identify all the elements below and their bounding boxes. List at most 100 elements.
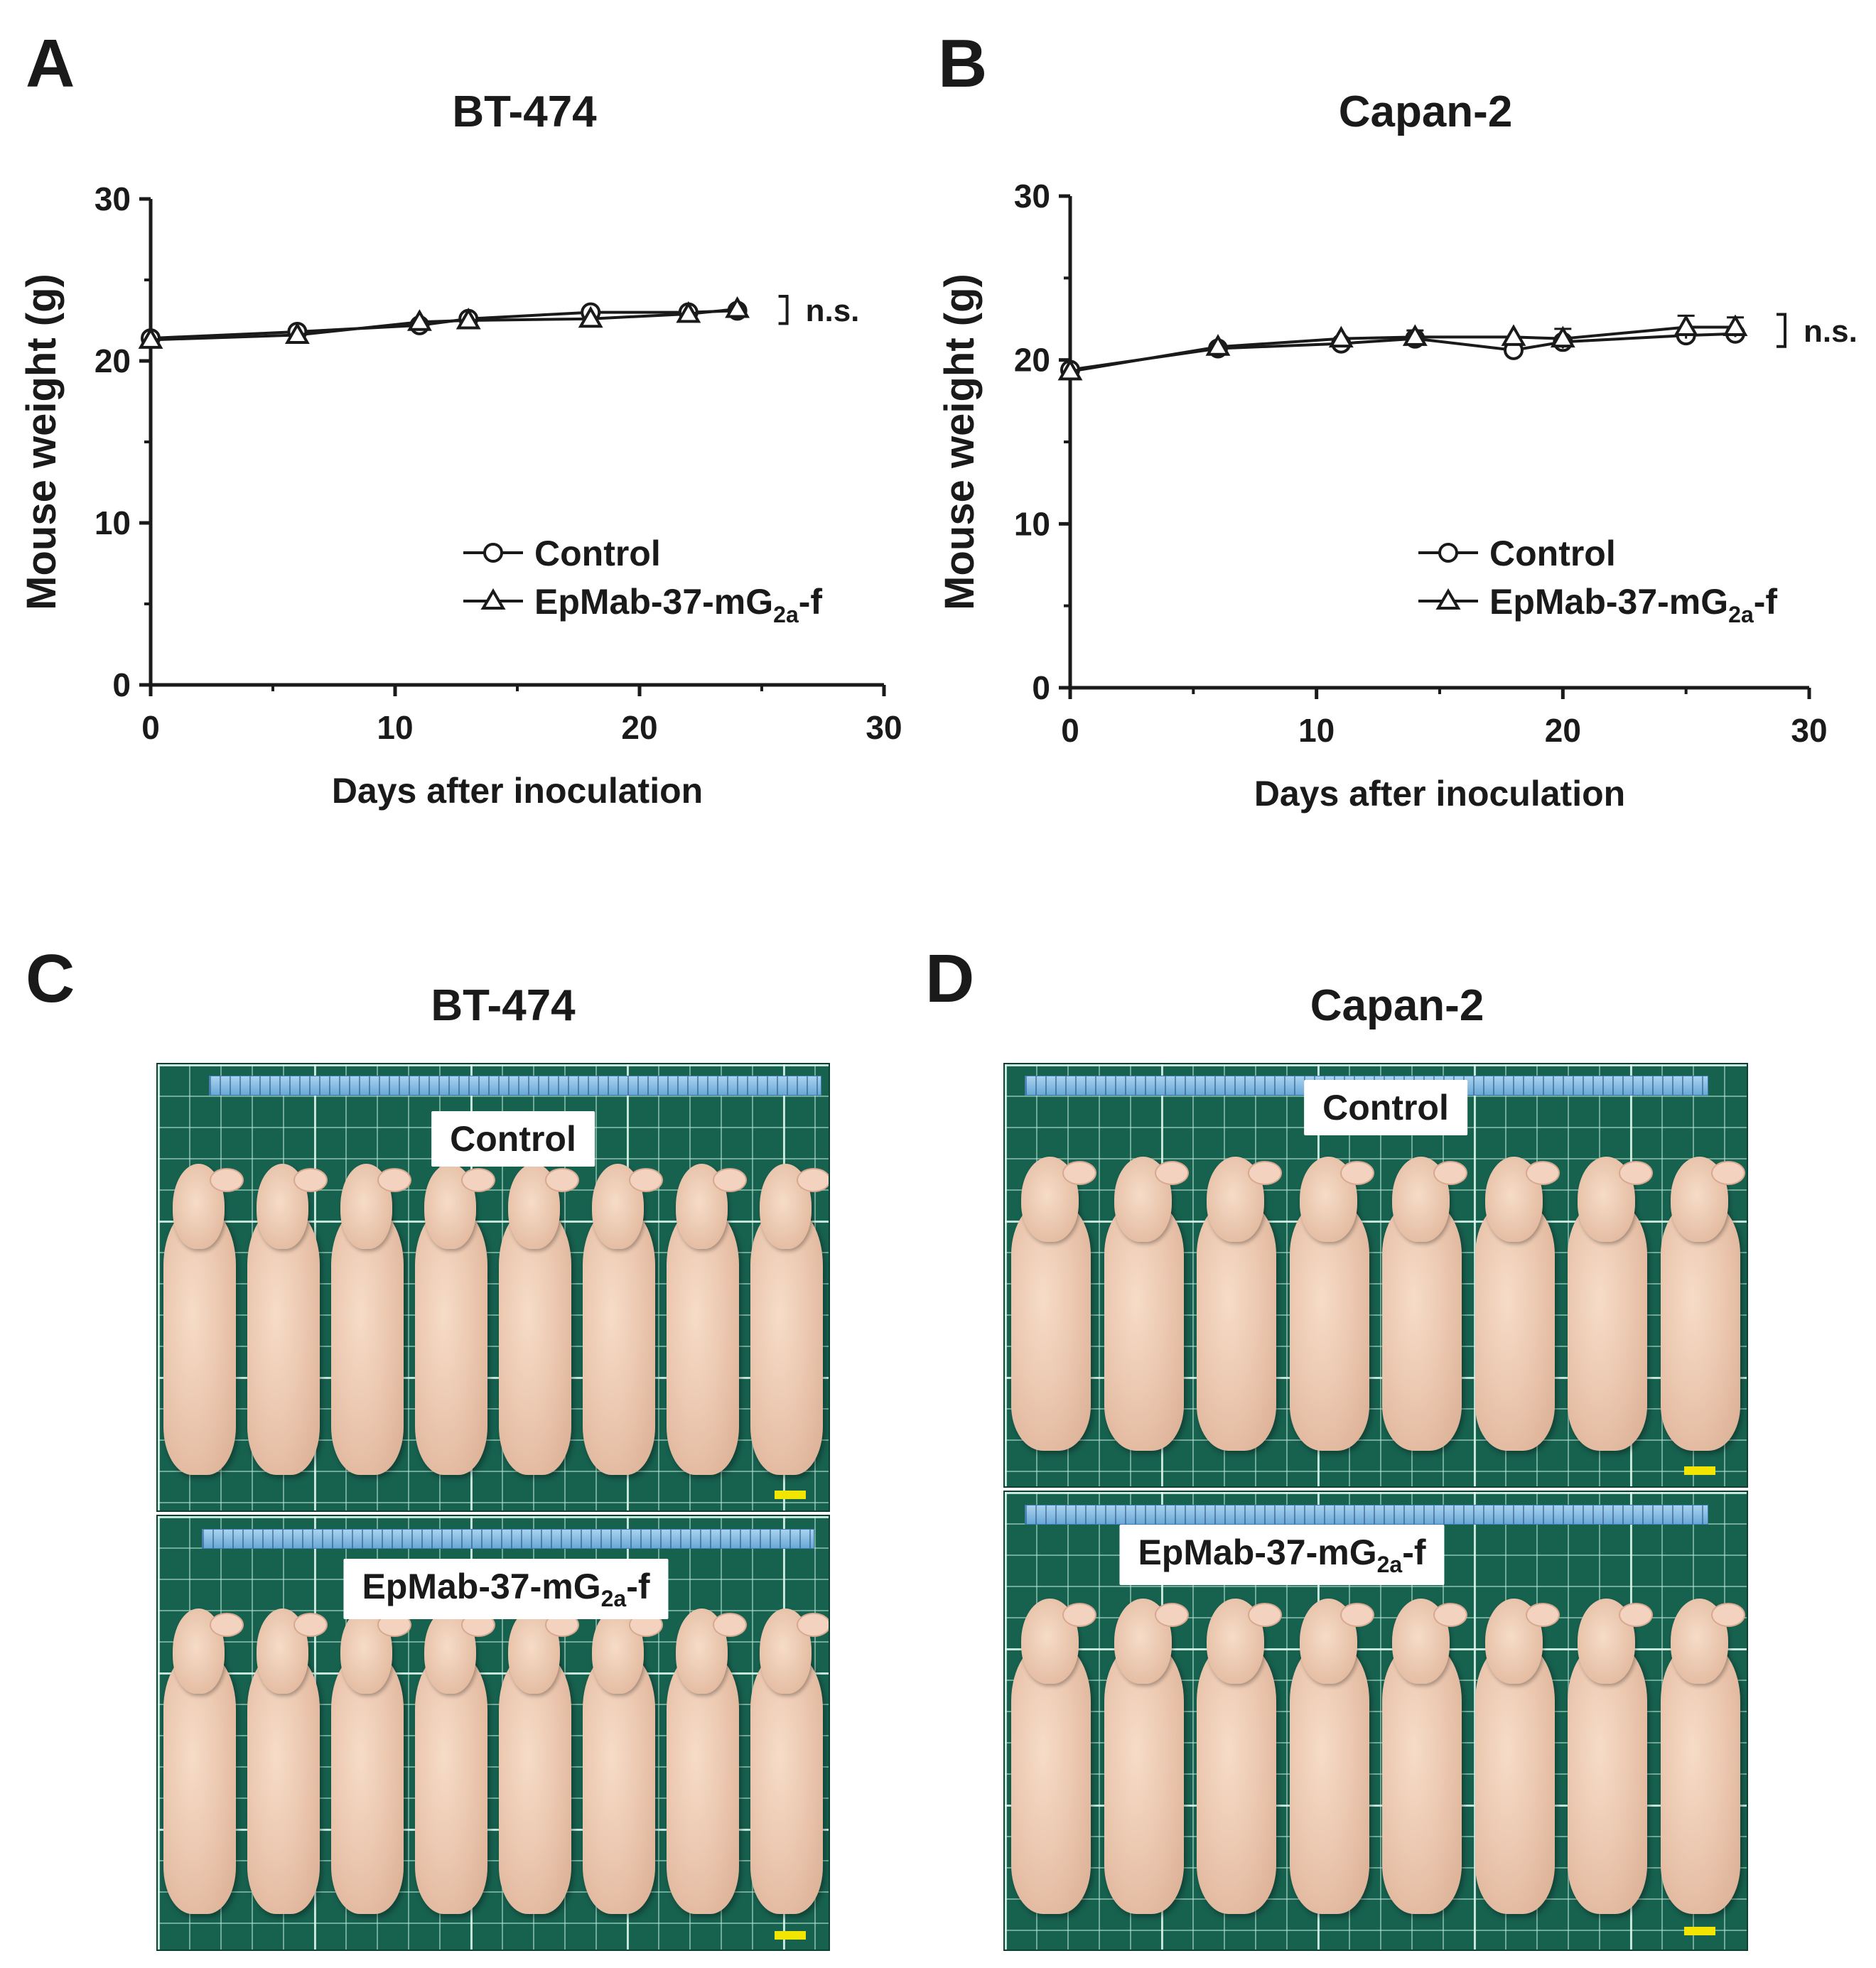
data-point-triangle [284,322,310,345]
mouse [247,1206,320,1475]
mouse-ear [1526,1603,1560,1627]
photo-capan2-treated: EpMab-37-mG2a-f [1003,1491,1748,1951]
mouse [1011,1641,1091,1914]
mouse [415,1651,487,1914]
mouse-row [1005,1064,1747,1486]
y-tick-label: 20 [95,342,131,379]
mouse [1197,1641,1277,1914]
mouse [1382,1641,1462,1914]
y-tick-label: 10 [95,504,131,541]
mouse-ear [1340,1603,1375,1627]
mouse-ear [545,1168,580,1192]
photo-c-treated-label: EpMab-37-mG2a-f [343,1559,669,1619]
y-tick-label: 20 [1014,342,1050,379]
mouse-ear [377,1168,412,1192]
scale-bar [775,1491,806,1499]
mouse-ear [1711,1161,1746,1185]
photo-c-title: BT-474 [431,981,576,1030]
y-tick-label: 30 [1014,178,1050,215]
mouse-ear [713,1613,748,1637]
panel-label-a: A [26,26,75,102]
legend-label-control: Control [534,534,661,573]
data-point-triangle [1402,324,1428,346]
data-point-triangle [676,301,701,323]
ruler [202,1529,814,1549]
photo-d-treated-label: EpMab-37-mG2a-f [1119,1525,1445,1585]
chart-a-title: BT-474 [452,87,597,136]
mouse [499,1651,571,1914]
mouse-ear [210,1168,244,1192]
data-point-triangle [1328,325,1354,348]
x-tick-label: 0 [141,709,160,746]
x-axis-label: Days after inoculation [1254,774,1625,813]
mouse [1568,1641,1648,1914]
mouse [163,1206,236,1475]
y-axis-label: Mouse weight (g) [18,274,65,610]
treated-prefix: EpMab-37-mG [362,1567,601,1606]
ns-label: n.s. [1804,314,1858,349]
data-point-triangle [1723,314,1748,337]
mouse-ear [1155,1603,1190,1627]
mouse-row [1005,1492,1747,1950]
data-point-triangle [1673,314,1699,337]
x-tick-label: 20 [1545,712,1581,749]
mouse [331,1206,404,1475]
ruler [209,1076,821,1096]
mouse-ear [797,1613,829,1637]
mouse-ear [1155,1161,1190,1185]
mouse-ear [293,1613,328,1637]
scale-bar [1684,1466,1715,1475]
chart-b: 0 10 20 30 0 10 20 30 Days after inoculation Mous… [937,178,1858,813]
treated-prefix: EpMab-37-mG [1138,1532,1377,1572]
mouse-ear [210,1613,244,1637]
legend-label-treated: EpMab-37-mG2a-f [1489,582,1777,627]
panel-label-d: D [925,941,975,1017]
legend-marker-circle [483,543,503,563]
y-tick-label: 0 [112,666,131,703]
mouse [499,1206,571,1475]
ns-bracket [1777,313,1786,348]
mouse-ear [797,1168,829,1192]
mouse [1660,1641,1740,1914]
photo-d-control-label: Control [1304,1080,1467,1135]
mouse-ear [1247,1161,1282,1185]
photo-bt474-treated: EpMab-37-mG2a-f [156,1515,830,1951]
y-tick-label: 0 [1032,669,1050,706]
mouse [750,1651,823,1914]
mouse-ear [293,1168,328,1192]
x-tick-label: 10 [1298,712,1335,749]
mouse-ear [1247,1603,1282,1627]
data-point-triangle [455,307,481,330]
data-point-triangle [1057,358,1083,381]
ns-bracket [778,295,789,325]
mouse-ear [1062,1161,1096,1185]
mouse [583,1206,655,1475]
mouse-ear [1618,1603,1653,1627]
photo-c-control-label: Control [431,1111,595,1167]
mouse [1104,1641,1184,1914]
mouse-ear [1340,1161,1375,1185]
mouse [667,1651,739,1914]
treated-suffix: -f [1402,1532,1426,1572]
mouse-ear [1711,1603,1746,1627]
mouse-row [158,1064,829,1510]
mouse [750,1206,823,1475]
y-tick-label: 10 [1014,505,1050,542]
x-tick-label: 30 [866,709,902,746]
series-line-triangle [1069,325,1735,373]
mouse [247,1651,320,1914]
panel-label-c: C [26,941,75,1017]
mouse-ear [1526,1161,1560,1185]
photo-capan2-control: Control [1003,1063,1748,1488]
data-point-triangle [1550,325,1575,348]
data-point-triangle [578,306,603,328]
mouse [667,1206,739,1475]
mouse-ear [1062,1603,1096,1627]
photo-d-title: Capan-2 [1310,981,1484,1030]
mouse-ear [1618,1161,1653,1185]
legend-marker-circle [1438,543,1458,563]
x-tick-label: 30 [1791,712,1827,749]
treated-sub: 2a [600,1586,627,1611]
data-point-triangle [1205,334,1231,356]
mouse-ear [629,1168,664,1192]
